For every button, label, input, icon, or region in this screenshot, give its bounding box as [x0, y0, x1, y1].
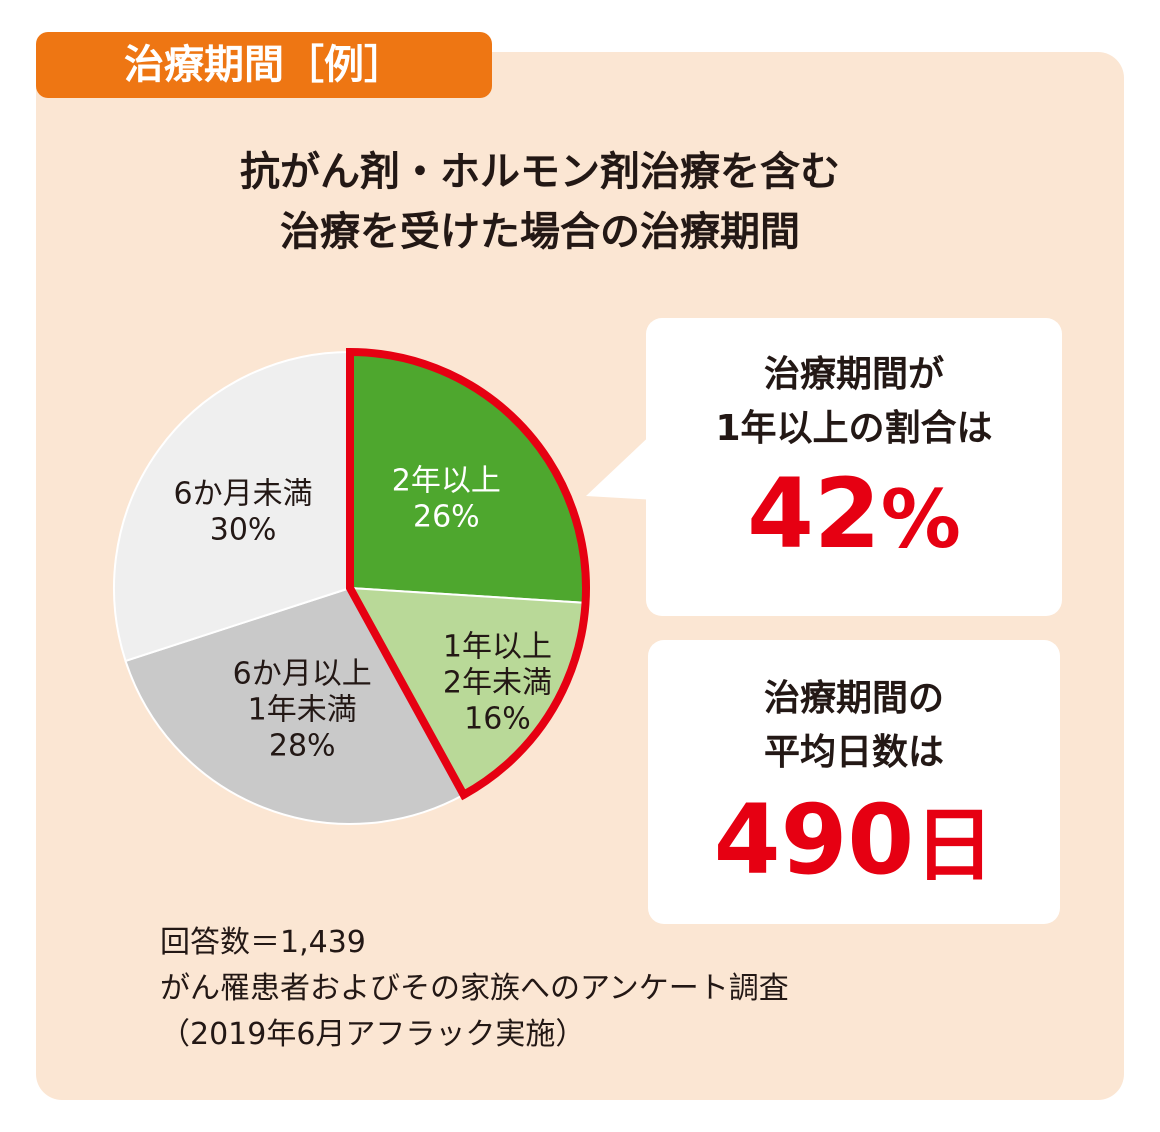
slice-label-1: 1年以上 2年未満 16% — [443, 630, 552, 737]
average-callout-line-1: 治療期間の — [763, 678, 944, 719]
note-line-2: がん罹患者およびその家族へのアンケート調査 — [160, 971, 789, 1006]
highlight-outline — [346, 347, 590, 801]
average-days-unit: 日 — [914, 799, 995, 892]
pie-chart: 2年以上 26% 1年以上 2年未満 16% 6か月以上 1年未満 28% 6か月未満 30% — [113, 347, 590, 825]
note-line-1: 回答数＝1,439 — [160, 925, 366, 960]
category-tag: 治療期間［例］ — [36, 32, 492, 98]
ratio-callout-line-2: 1年以上の割合は — [715, 408, 993, 449]
title-line-2: 治療を受けた場合の治療期間 — [280, 209, 800, 255]
ratio-callout: 治療期間が 1年以上の割合は 42% — [646, 318, 1062, 616]
average-days-callout: 治療期間の 平均日数は 490日 — [648, 640, 1060, 924]
slice-label-2: 6か月以上 1年未満 28% — [233, 657, 372, 764]
survey-note: 回答数＝1,439 がん罹患者およびその家族へのアンケート調査 （2019年6月… — [160, 920, 789, 1058]
chart-title: 抗がん剤・ホルモン剤治療を含む 治療を受けた場合の治療期間 — [120, 142, 960, 262]
average-days-value: 490日 — [648, 792, 1060, 888]
ratio-number: 42 — [747, 458, 881, 570]
ratio-unit: % — [880, 473, 961, 566]
slice-label-3: 6か月未満 30% — [174, 476, 313, 547]
ratio-callout-line-1: 治療期間が — [763, 354, 944, 395]
note-line-3: （2019年6月アフラック実施） — [160, 1017, 586, 1052]
average-callout-line-2: 平均日数は — [763, 732, 944, 773]
slice-label-0: 2年以上 26% — [392, 464, 501, 535]
callout-pointer — [586, 430, 656, 500]
average-days-number: 490 — [713, 784, 915, 896]
ratio-value: 42% — [646, 466, 1062, 562]
title-line-1: 抗がん剤・ホルモン剤治療を含む — [240, 149, 840, 195]
pie-slice-3 — [113, 350, 351, 663]
